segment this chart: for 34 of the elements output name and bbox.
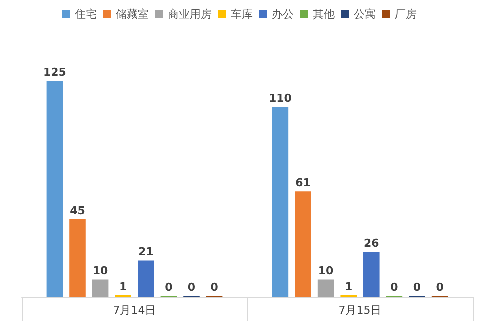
legend-label: 公寓 [354,8,376,21]
x-tick-label: 7月15日 [338,304,382,317]
data-label: 0 [436,281,444,294]
x-tick-label: 7月14日 [113,304,156,317]
legend-label: 储藏室 [116,8,149,21]
data-label: 21 [138,246,154,259]
data-label: 110 [268,92,292,106]
data-label: 45 [70,204,86,218]
bar [46,81,64,297]
data-label: 26 [364,237,380,250]
data-label: 61 [296,176,311,190]
bar [92,280,109,297]
data-label: 125 [43,66,66,80]
bar [272,107,289,297]
legend-label: 商业用房 [168,8,212,21]
bar [70,219,86,297]
bar [318,280,334,297]
legend-label: 办公 [272,8,294,21]
data-label: 1 [120,280,128,294]
data-label: 10 [92,264,109,278]
legend-label: 厂房 [395,8,417,21]
data-label: 0 [165,281,174,294]
data-label: 1 [345,280,353,294]
data-label: 10 [318,264,334,278]
data-label: 0 [210,281,219,294]
bar [138,260,154,297]
legend-label: 车库 [231,8,253,21]
legend-label: 住宅 [75,8,97,21]
bar [364,252,380,297]
legend-label: 其他 [313,8,335,21]
data-label: 0 [390,281,399,294]
bar [295,192,312,297]
data-label: 0 [188,281,196,294]
data-label: 0 [413,281,422,294]
